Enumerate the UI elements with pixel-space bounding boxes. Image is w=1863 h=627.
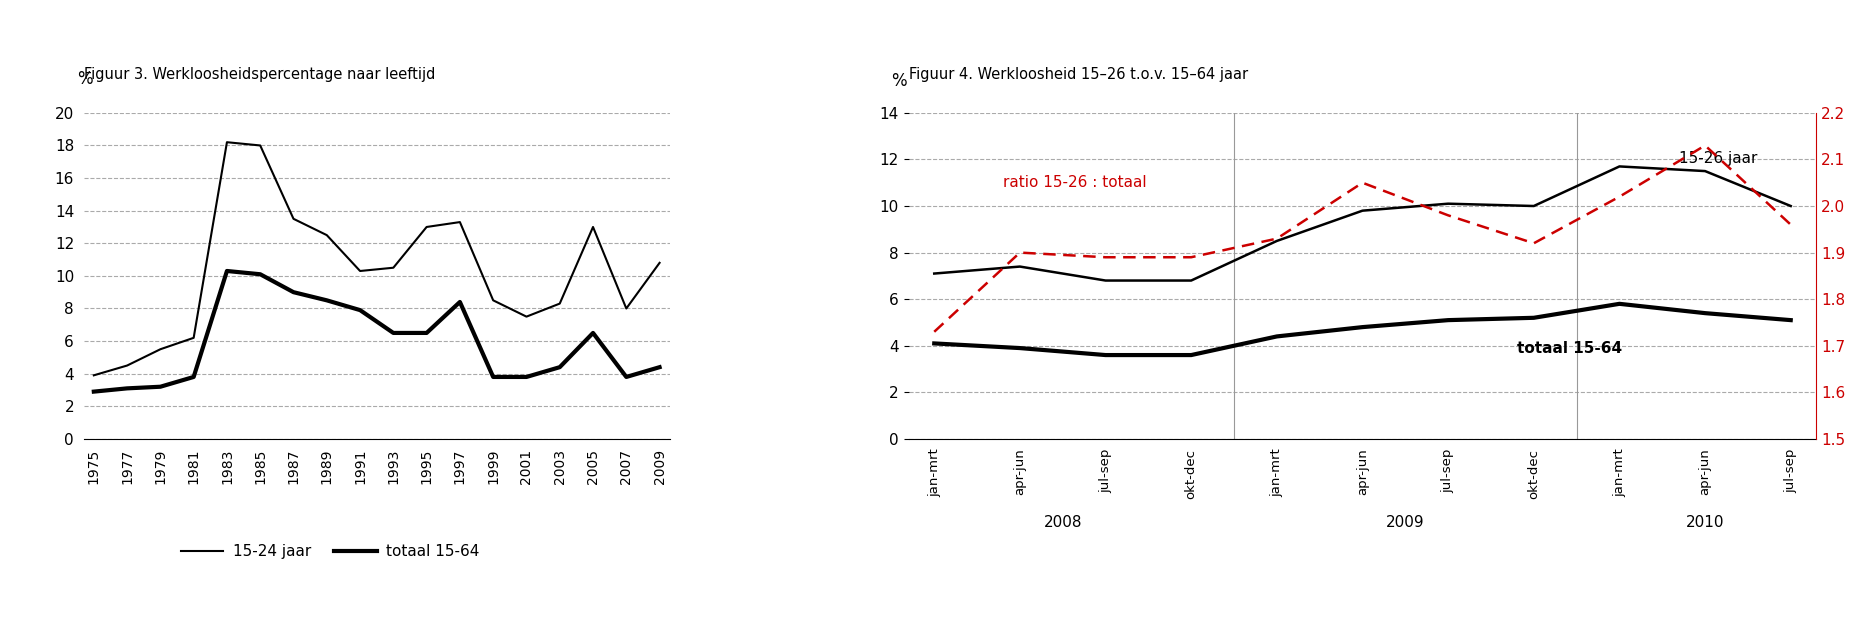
Text: 15-26 jaar: 15-26 jaar xyxy=(1679,152,1759,166)
Text: 2008: 2008 xyxy=(1043,515,1082,530)
Text: %: % xyxy=(76,70,93,88)
Text: Figuur 4. Werkloosheid 15–26 t.o.v. 15–64 jaar: Figuur 4. Werkloosheid 15–26 t.o.v. 15–6… xyxy=(909,66,1248,82)
Text: totaal 15-64: totaal 15-64 xyxy=(1516,341,1623,356)
Text: %: % xyxy=(891,71,907,90)
Legend: 15-24 jaar, totaal 15-64: 15-24 jaar, totaal 15-64 xyxy=(175,538,484,565)
Text: ratio 15-26 : totaal: ratio 15-26 : totaal xyxy=(1002,175,1146,190)
Text: 2010: 2010 xyxy=(1686,515,1725,530)
Text: 2009: 2009 xyxy=(1386,515,1425,530)
Text: Figuur 3. Werkloosheidspercentage naar leeftijd: Figuur 3. Werkloosheidspercentage naar l… xyxy=(84,66,436,82)
